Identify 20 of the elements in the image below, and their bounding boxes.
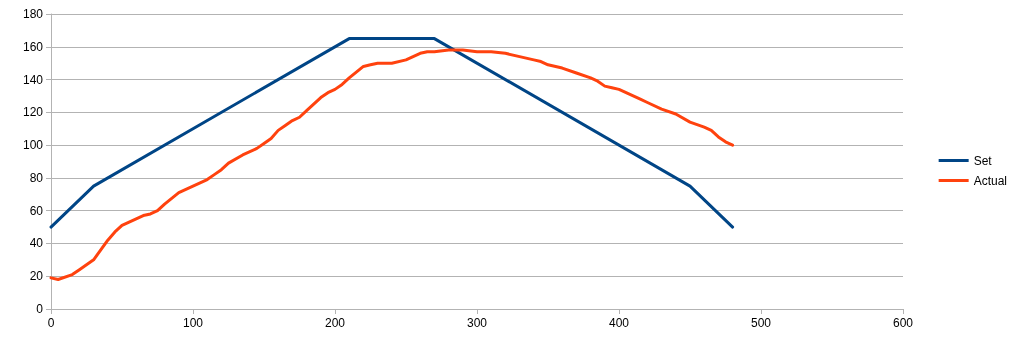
x-tick-label: 400 bbox=[608, 316, 630, 330]
x-tick-label: 600 bbox=[892, 316, 914, 330]
y-tick-label: 80 bbox=[29, 170, 44, 185]
y-tick-label: 0 bbox=[36, 302, 44, 316]
line-series bbox=[49, 48, 735, 281]
x-tick-label: 300 bbox=[466, 316, 488, 330]
x-tick-label: 500 bbox=[750, 316, 772, 330]
y-tick-label: 160 bbox=[22, 39, 44, 54]
y-tick-label: 100 bbox=[22, 138, 44, 153]
x-tick-label: 100 bbox=[182, 316, 204, 330]
x-tick-label: 200 bbox=[324, 316, 346, 330]
x-tick-label: 0 bbox=[47, 316, 55, 330]
y-tick-label: 120 bbox=[22, 105, 44, 120]
y-tick-label: 140 bbox=[22, 72, 44, 87]
legend-label: Actual bbox=[973, 173, 1008, 188]
y-tick-label: 40 bbox=[29, 236, 44, 251]
y-tick-label: 20 bbox=[29, 269, 44, 284]
y-tick-label: 60 bbox=[29, 203, 44, 218]
y-tick-label: 180 bbox=[22, 7, 44, 21]
legend-label: Set bbox=[973, 153, 993, 168]
